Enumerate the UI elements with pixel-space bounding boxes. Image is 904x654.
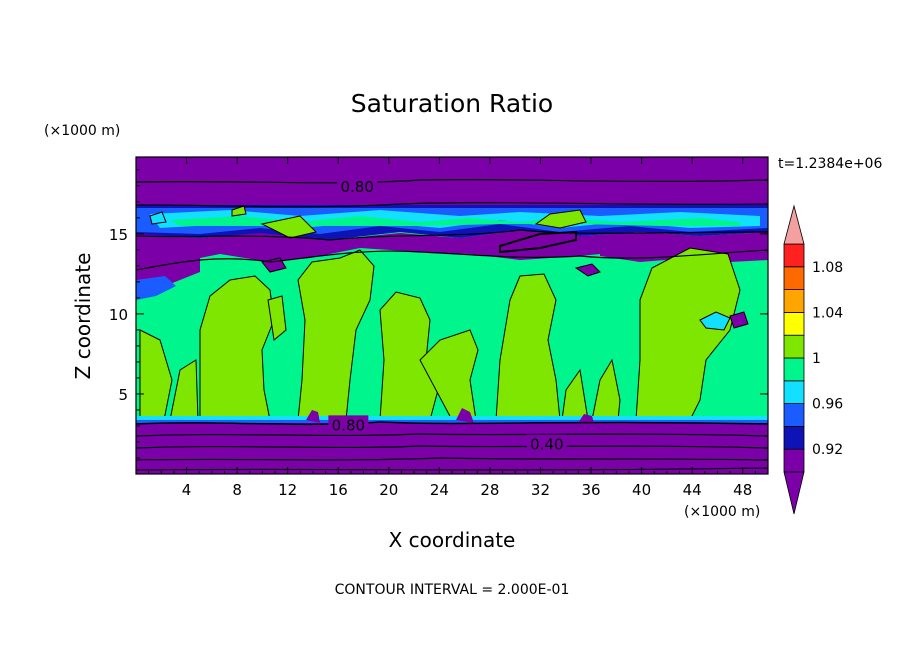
contour-label: 0.80 xyxy=(337,176,378,196)
x-tick-label: 28 xyxy=(480,481,499,499)
x-tick-label: 48 xyxy=(733,481,752,499)
lower-cyan-line xyxy=(136,416,768,420)
x-tick-label: 32 xyxy=(531,481,550,499)
contour-lines xyxy=(136,178,768,471)
contour-label: 0.80 xyxy=(328,415,369,434)
x-axis-title: X coordinate xyxy=(389,528,516,552)
x-tick-label: 36 xyxy=(581,481,600,499)
y-axis: 5 10 15 xyxy=(109,169,768,459)
x-tick-label: 40 xyxy=(632,481,651,499)
colorbar-label: 0.92 xyxy=(812,442,843,458)
contour-label-text: 0.80 xyxy=(340,178,373,196)
colorbar-segment xyxy=(783,425,805,450)
contour-label: 0.40 xyxy=(526,434,567,454)
x-tick-label: 8 xyxy=(232,481,242,499)
colorbar-label: 0.96 xyxy=(812,397,843,413)
x-tick-label: 20 xyxy=(379,481,398,499)
colorbar-segment xyxy=(783,357,805,382)
x-tick-label: 4 xyxy=(182,481,192,499)
colorbar-label: 1.08 xyxy=(812,260,843,276)
colorbar-label: 1.04 xyxy=(812,305,843,321)
y-axis-title: Z coordinate xyxy=(71,253,95,380)
colorbar-segment xyxy=(783,266,805,290)
time-label: t=1.2384e+06 xyxy=(778,156,882,172)
contour-interval-footer: CONTOUR INTERVAL = 2.000E-01 xyxy=(335,582,570,598)
contour-labels: 0.80 0.80 0.40 xyxy=(328,176,567,454)
colorbar-label: 1 xyxy=(812,351,821,367)
chart-title: Saturation Ratio xyxy=(351,89,553,118)
x-tick-label: 16 xyxy=(329,481,348,499)
ellipse-dry-patch xyxy=(499,230,577,254)
colorbar: 0.92 0.96 1 1.04 1.08 xyxy=(783,204,843,515)
colorbar-segment xyxy=(783,243,805,268)
left-dry-blue xyxy=(136,276,176,300)
y-tick-label: 5 xyxy=(118,386,128,404)
supersaturated-cells xyxy=(139,205,741,421)
y-tick-label: 15 xyxy=(109,226,128,244)
colorbar-under-arrow xyxy=(783,471,805,515)
colorbar-segment xyxy=(783,334,805,359)
colorbar-segment xyxy=(783,289,805,313)
colorbar-segment xyxy=(783,311,805,336)
colorbar-segment xyxy=(783,380,805,404)
colorbar-segment xyxy=(783,403,805,427)
y-tick-label: 10 xyxy=(109,306,128,324)
contour-field: 0.80 0.80 0.40 xyxy=(136,157,768,474)
contour-label-text: 0.80 xyxy=(332,416,365,434)
small-scatter-cells xyxy=(149,211,731,331)
x-axis: 4 8 12 16 20 24 28 32 36 40 44 48 xyxy=(148,157,756,499)
x-tick-label: 12 xyxy=(278,481,297,499)
x-tick-label: 44 xyxy=(683,481,702,499)
colorbar-over-arrow xyxy=(783,204,805,245)
x-unit-label: (×1000 m) xyxy=(684,504,760,520)
x-tick-label: 24 xyxy=(430,481,449,499)
contour-label-text: 0.40 xyxy=(530,436,563,454)
colorbar-segment xyxy=(783,448,805,473)
lower-dry-layer xyxy=(136,423,768,474)
mid-dry-band xyxy=(136,230,768,270)
upper-band-green xyxy=(170,216,740,226)
lower-blue-line xyxy=(136,420,768,423)
y-unit-label: (×1000 m) xyxy=(44,123,120,139)
